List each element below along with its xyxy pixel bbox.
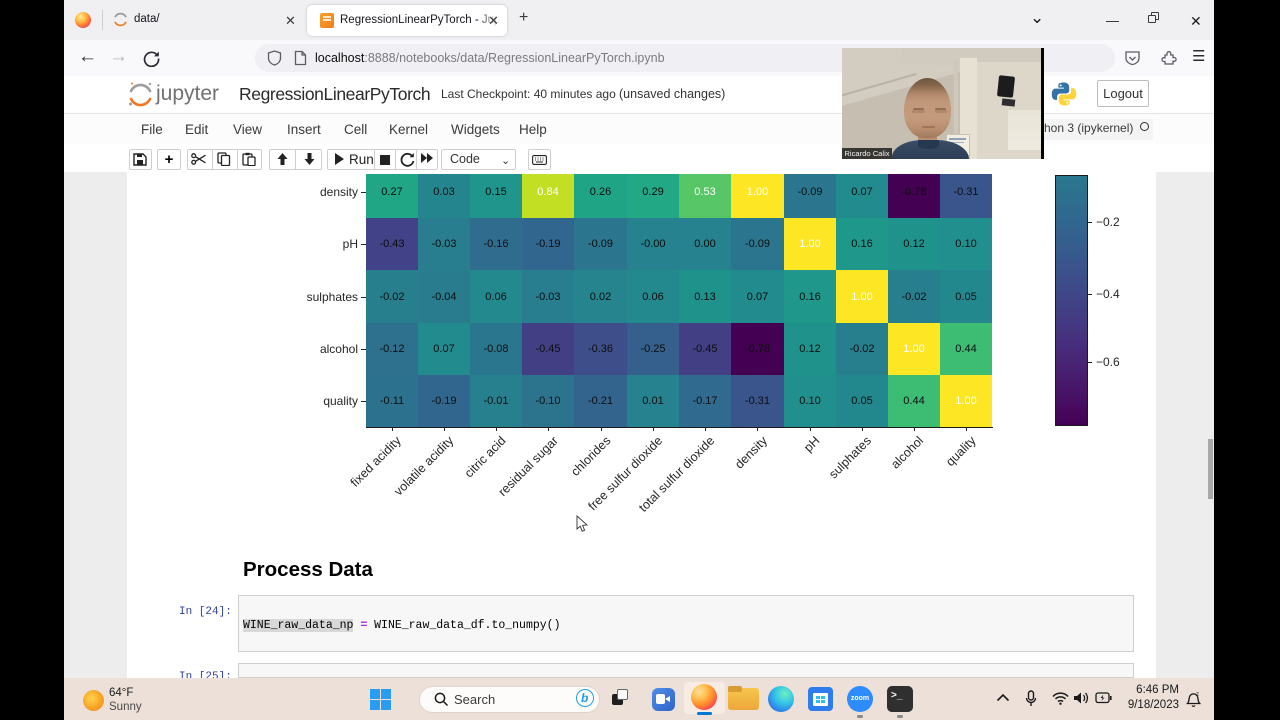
svg-text:z: z (1196, 692, 1199, 698)
